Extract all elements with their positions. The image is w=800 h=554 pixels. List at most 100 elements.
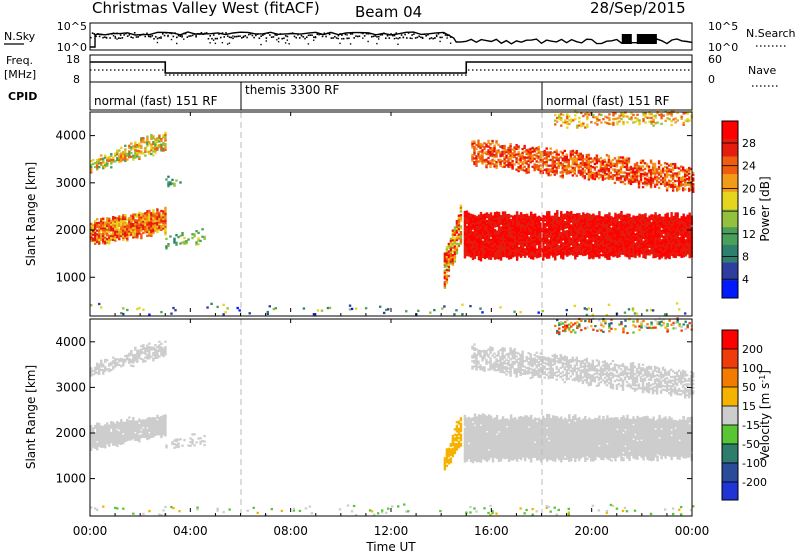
power-cell: [634, 225, 637, 228]
power-cell: [120, 146, 123, 150]
power-cell: [566, 122, 569, 126]
power-cell: [354, 307, 358, 310]
power-cell: [667, 168, 671, 171]
power-cell: [683, 173, 687, 176]
power-cell: [632, 239, 635, 243]
power-cell: [654, 234, 657, 238]
power-cell: [451, 261, 455, 264]
power-cell: [650, 233, 653, 236]
power-cell: [620, 248, 623, 252]
power-cell: [96, 229, 99, 232]
power-cell: [489, 146, 492, 150]
power-cell: [463, 239, 467, 242]
power-cell: [652, 227, 655, 231]
power-cell: [90, 163, 93, 166]
power-cell: [515, 145, 518, 149]
power-cell: [622, 222, 625, 225]
power-cell: [533, 163, 536, 166]
power-cell: [98, 240, 101, 243]
power-cell: [479, 236, 483, 239]
power-cell: [650, 116, 653, 120]
power-cell: [632, 219, 635, 222]
power-cell: [636, 232, 639, 235]
power-cell: [596, 241, 599, 244]
power-cell: [473, 140, 476, 143]
power-cell: [102, 242, 105, 245]
power-cell: [485, 242, 489, 245]
power-cell: [592, 245, 595, 248]
power-cell: [614, 242, 617, 246]
power-cell: [106, 232, 109, 235]
power-cell: [652, 220, 655, 223]
power-cell: [657, 177, 661, 180]
power-cell: [562, 236, 565, 239]
power-cell: [503, 217, 507, 220]
power-cell: [660, 244, 663, 248]
power-cell: [525, 243, 529, 247]
power-cell: [483, 251, 487, 254]
power-cell: [128, 230, 131, 233]
power-cell: [539, 171, 542, 175]
power-cell: [568, 223, 571, 226]
power-cell: [564, 245, 567, 248]
power-cell: [625, 164, 629, 168]
power-cell: [457, 220, 461, 223]
power-cell: [639, 180, 643, 183]
power-cell: [136, 232, 139, 235]
power-cell: [527, 230, 531, 234]
power-cell: [535, 167, 538, 171]
power-cell: [443, 265, 447, 269]
n-sky-point: [365, 32, 368, 35]
power-cell: [172, 306, 175, 310]
power-cell: [666, 225, 669, 229]
power-cell: [529, 228, 533, 231]
power-cell: [624, 222, 627, 225]
power-cell: [537, 240, 541, 243]
power-cell: [670, 217, 673, 221]
power-cell: [507, 221, 511, 224]
power-cell: [608, 223, 611, 226]
power-cell: [600, 233, 603, 236]
power-cell: [515, 216, 519, 220]
power-cell: [453, 252, 457, 256]
power-cell: [671, 176, 675, 179]
power-cell: [615, 159, 619, 162]
power-cell: [527, 255, 531, 258]
power-cell: [668, 236, 671, 239]
power-cell: [605, 173, 609, 176]
power-cell: [628, 236, 631, 239]
power-cell: [665, 166, 669, 169]
power-cell: [608, 218, 611, 221]
power-cell: [124, 227, 127, 230]
power-cell: [548, 244, 551, 248]
power-cell: [628, 232, 631, 235]
power-cell: [503, 156, 506, 159]
power-cell: [467, 220, 471, 223]
n-sky-point: [307, 34, 310, 37]
power-cell: [503, 243, 507, 246]
power-cell: [521, 227, 525, 230]
power-cell: [493, 234, 497, 238]
power-cell: [682, 243, 685, 247]
power-cell: [606, 234, 609, 238]
power-cell: [565, 155, 568, 158]
power-cell: [548, 252, 551, 255]
power-cell: [646, 243, 649, 247]
power-cell: [463, 248, 467, 251]
power-cell: [160, 228, 163, 231]
power-cell: [598, 118, 601, 122]
power-cell: [110, 236, 113, 239]
power-cell: [98, 165, 101, 169]
power-cell: [455, 252, 459, 255]
power-cell: [571, 159, 575, 162]
power-cell: [443, 284, 447, 287]
power-cell: [635, 180, 639, 184]
power-cell: [546, 218, 549, 222]
power-cell: [102, 238, 105, 241]
power-cell: [682, 251, 685, 254]
power-cell: [557, 166, 560, 169]
power-cell: [162, 149, 165, 152]
power-cell: [652, 118, 655, 122]
n-sky-point: [344, 33, 347, 36]
power-cell: [489, 240, 493, 243]
